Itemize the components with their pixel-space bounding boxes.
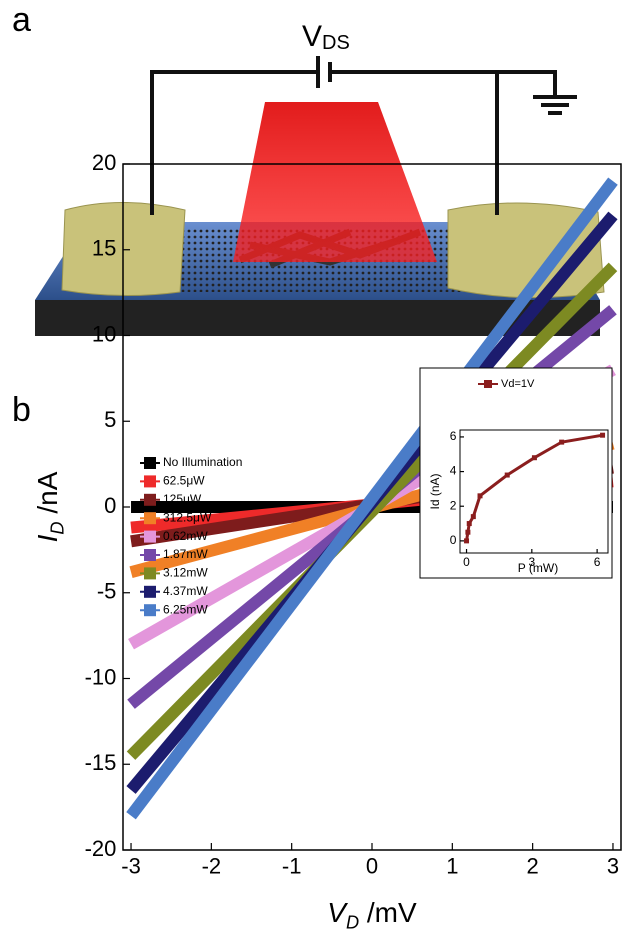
legend-label: 4.37mW bbox=[163, 584, 208, 598]
x-tick-label: 3 bbox=[528, 555, 535, 569]
voltage-label: VDS bbox=[302, 20, 350, 54]
y-tick-label: -15 bbox=[85, 750, 117, 775]
axis-symbol: I bbox=[32, 534, 63, 542]
y-tick-label: 5 bbox=[104, 407, 116, 432]
axis-subscript: D bbox=[47, 521, 67, 534]
data-point bbox=[531, 455, 537, 461]
legend-marker bbox=[144, 549, 156, 561]
data-point bbox=[504, 472, 510, 478]
inset-box bbox=[419, 367, 613, 579]
device-illustration bbox=[35, 56, 605, 336]
y-tick-label: 0 bbox=[450, 533, 457, 547]
wire bbox=[150, 70, 557, 215]
legend-label: 1.87mW bbox=[163, 547, 208, 561]
legend-marker bbox=[144, 530, 156, 543]
data-point bbox=[559, 439, 565, 445]
plots: No Illumination 62.5μW 125μW 312.5μW 0.62mW 1… bbox=[32, 150, 622, 932]
data-point bbox=[466, 521, 472, 527]
data-point bbox=[477, 493, 483, 499]
data-point bbox=[600, 432, 606, 438]
legend-label: 62.5μW bbox=[163, 474, 205, 488]
axis-unit: /nA bbox=[32, 471, 63, 521]
y-tick-label: 2 bbox=[450, 498, 457, 512]
legend-label: No Illumination bbox=[163, 455, 242, 469]
legend-marker bbox=[144, 475, 156, 488]
legend-label: 6.25mW bbox=[163, 602, 208, 616]
y-tick-label: -10 bbox=[85, 664, 117, 689]
legend-marker bbox=[144, 585, 156, 598]
axis-symbol: V bbox=[327, 897, 348, 928]
plot-frame bbox=[459, 429, 609, 554]
ground bbox=[533, 95, 577, 115]
axis-label: ID /nA bbox=[32, 471, 67, 542]
legend-label: 3.12mW bbox=[163, 566, 208, 580]
x-tick-label: 6 bbox=[594, 555, 601, 569]
panel-label: b bbox=[12, 391, 31, 429]
legend-label: Vd=1V bbox=[501, 378, 535, 390]
legend-marker bbox=[144, 604, 156, 617]
x-tick-label: -2 bbox=[202, 853, 222, 878]
x-tick-label: -1 bbox=[282, 853, 302, 878]
legend-marker bbox=[144, 512, 156, 525]
voltage-subscript: DS bbox=[322, 32, 350, 54]
legend-label: 125μW bbox=[163, 492, 202, 506]
axis-subscript: D bbox=[346, 912, 359, 932]
y-tick-label: 10 bbox=[92, 321, 116, 346]
legend-marker bbox=[484, 380, 492, 388]
y-tick-label: 6 bbox=[450, 429, 457, 443]
legend-marker bbox=[144, 493, 156, 506]
axis-label: P (mW) bbox=[518, 561, 558, 575]
voltage-symbol: V bbox=[302, 20, 322, 53]
x-tick-label: 0 bbox=[463, 555, 470, 569]
x-tick-label: 0 bbox=[366, 853, 378, 878]
data-point bbox=[465, 529, 471, 535]
y-tick-label: 15 bbox=[92, 236, 116, 261]
data-line bbox=[126, 177, 618, 820]
x-tick-label: 2 bbox=[527, 853, 539, 878]
y-tick-label: 20 bbox=[92, 150, 116, 175]
y-tick-label: 4 bbox=[450, 464, 457, 478]
x-tick-label: -3 bbox=[121, 853, 141, 878]
y-tick-label: -5 bbox=[97, 579, 117, 604]
legend-label: 0.62mW bbox=[163, 529, 208, 543]
axis-label: Id (nA) bbox=[428, 473, 442, 509]
x-tick-label: 1 bbox=[446, 853, 458, 878]
substrate-side bbox=[35, 300, 600, 336]
y-tick-label: 0 bbox=[104, 493, 116, 518]
legend-marker bbox=[144, 567, 156, 580]
plot-area bbox=[464, 432, 606, 544]
x-tick-label: 3 bbox=[607, 853, 619, 878]
data-point bbox=[464, 538, 470, 544]
axis-label: VD /mV bbox=[327, 897, 417, 932]
light-beam bbox=[233, 102, 437, 262]
legend-label: 312.5μW bbox=[163, 510, 212, 524]
data-point bbox=[470, 514, 476, 520]
panel-label: a bbox=[12, 1, 31, 39]
legend-marker bbox=[144, 457, 156, 469]
y-tick-label: -20 bbox=[85, 836, 117, 861]
axis-unit: /mV bbox=[359, 897, 417, 928]
